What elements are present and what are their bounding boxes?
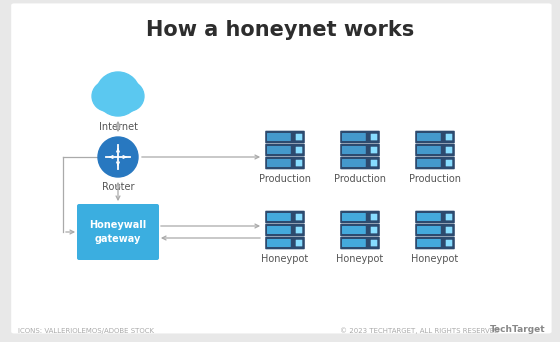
FancyBboxPatch shape xyxy=(371,227,377,233)
FancyBboxPatch shape xyxy=(417,159,441,167)
FancyBboxPatch shape xyxy=(265,237,305,249)
FancyBboxPatch shape xyxy=(415,157,455,169)
Text: Honeypot: Honeypot xyxy=(412,254,459,264)
FancyBboxPatch shape xyxy=(265,224,305,236)
Circle shape xyxy=(110,75,136,101)
Text: © 2023 TECHTARGET, ALL RIGHTS RESERVED: © 2023 TECHTARGET, ALL RIGHTS RESERVED xyxy=(340,327,500,334)
FancyBboxPatch shape xyxy=(340,144,380,156)
FancyBboxPatch shape xyxy=(342,239,366,247)
FancyBboxPatch shape xyxy=(342,213,366,221)
Text: ICONS: VALLERIOLEMOS/ADOBE STOCK: ICONS: VALLERIOLEMOS/ADOBE STOCK xyxy=(18,328,154,334)
FancyBboxPatch shape xyxy=(296,227,302,233)
FancyBboxPatch shape xyxy=(446,214,452,220)
FancyBboxPatch shape xyxy=(77,204,159,260)
FancyBboxPatch shape xyxy=(342,159,366,167)
Text: Production: Production xyxy=(334,174,386,184)
Circle shape xyxy=(100,75,127,101)
FancyBboxPatch shape xyxy=(265,144,305,156)
FancyBboxPatch shape xyxy=(446,240,452,246)
Circle shape xyxy=(92,81,122,111)
FancyBboxPatch shape xyxy=(340,237,380,249)
FancyBboxPatch shape xyxy=(267,159,291,167)
FancyBboxPatch shape xyxy=(446,160,452,166)
FancyBboxPatch shape xyxy=(371,214,377,220)
Text: Honeywall
gateway: Honeywall gateway xyxy=(90,220,147,244)
FancyBboxPatch shape xyxy=(417,213,441,221)
Circle shape xyxy=(98,137,138,177)
FancyBboxPatch shape xyxy=(417,133,441,141)
FancyBboxPatch shape xyxy=(340,224,380,236)
FancyBboxPatch shape xyxy=(340,211,380,223)
Text: Production: Production xyxy=(259,174,311,184)
FancyBboxPatch shape xyxy=(446,134,452,140)
FancyBboxPatch shape xyxy=(265,131,305,143)
FancyBboxPatch shape xyxy=(296,147,302,153)
FancyBboxPatch shape xyxy=(296,240,302,246)
FancyBboxPatch shape xyxy=(415,224,455,236)
FancyBboxPatch shape xyxy=(415,131,455,143)
FancyBboxPatch shape xyxy=(415,237,455,249)
Text: Internet: Internet xyxy=(99,122,138,132)
FancyBboxPatch shape xyxy=(267,239,291,247)
FancyBboxPatch shape xyxy=(267,133,291,141)
Text: Honeypot: Honeypot xyxy=(262,254,309,264)
FancyBboxPatch shape xyxy=(265,157,305,169)
FancyBboxPatch shape xyxy=(417,239,441,247)
FancyBboxPatch shape xyxy=(415,144,455,156)
FancyBboxPatch shape xyxy=(417,226,441,234)
FancyBboxPatch shape xyxy=(371,147,377,153)
FancyBboxPatch shape xyxy=(342,133,366,141)
FancyBboxPatch shape xyxy=(446,227,452,233)
Circle shape xyxy=(96,72,140,116)
FancyBboxPatch shape xyxy=(342,146,366,154)
Text: How a honeynet works: How a honeynet works xyxy=(146,20,414,40)
FancyBboxPatch shape xyxy=(296,134,302,140)
FancyBboxPatch shape xyxy=(267,146,291,154)
FancyBboxPatch shape xyxy=(267,213,291,221)
FancyBboxPatch shape xyxy=(265,211,305,223)
FancyBboxPatch shape xyxy=(340,157,380,169)
Circle shape xyxy=(114,81,144,111)
FancyBboxPatch shape xyxy=(371,240,377,246)
FancyBboxPatch shape xyxy=(296,214,302,220)
FancyBboxPatch shape xyxy=(340,131,380,143)
FancyBboxPatch shape xyxy=(415,211,455,223)
FancyBboxPatch shape xyxy=(342,226,366,234)
Text: TechTarget: TechTarget xyxy=(489,325,545,334)
FancyBboxPatch shape xyxy=(371,134,377,140)
FancyBboxPatch shape xyxy=(446,147,452,153)
Text: Router: Router xyxy=(102,182,134,192)
FancyBboxPatch shape xyxy=(417,146,441,154)
Text: Production: Production xyxy=(409,174,461,184)
FancyBboxPatch shape xyxy=(371,160,377,166)
FancyBboxPatch shape xyxy=(296,160,302,166)
Text: Honeypot: Honeypot xyxy=(337,254,384,264)
FancyBboxPatch shape xyxy=(267,226,291,234)
